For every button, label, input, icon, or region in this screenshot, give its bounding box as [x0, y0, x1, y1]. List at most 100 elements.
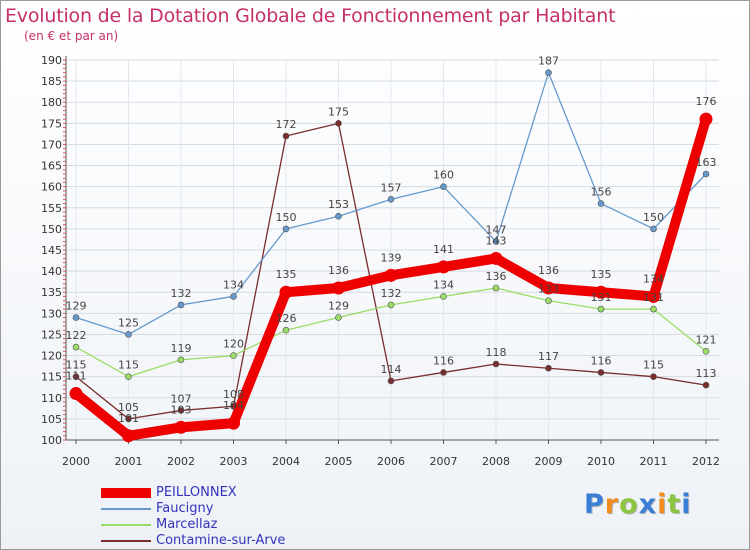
legend-swatch [101, 540, 151, 542]
legend-swatch [101, 488, 151, 498]
data-point [702, 348, 710, 355]
data-point [384, 268, 398, 282]
data-label: 115 [643, 359, 664, 372]
data-point [387, 196, 395, 203]
data-label: 126 [276, 312, 297, 325]
data-label: 131 [643, 291, 664, 304]
data-point [545, 364, 552, 372]
data-point [72, 373, 80, 380]
data-label: 139 [381, 251, 402, 264]
data-label: 176 [696, 95, 717, 108]
data-label: 163 [696, 156, 717, 169]
data-label: 153 [328, 198, 349, 211]
data-point [125, 415, 132, 423]
series-contamine-sur-arve [72, 120, 710, 423]
data-label: 108 [223, 388, 244, 401]
y-tick-label: 100 [41, 434, 62, 447]
data-label: 150 [643, 211, 664, 224]
data-point [69, 387, 83, 401]
chart-title: Evolution de la Dotation Globale de Fonc… [5, 5, 616, 27]
legend-label: Faucigny [156, 501, 214, 516]
data-label: 125 [118, 316, 139, 329]
data-point [594, 285, 608, 299]
data-label: 101 [118, 412, 139, 425]
x-tick-label: 2009 [535, 455, 563, 468]
data-label: 136 [328, 264, 349, 277]
y-tick-label: 130 [41, 307, 62, 320]
data-point [542, 281, 555, 295]
data-label: 114 [381, 363, 402, 376]
series-marcellaz [72, 284, 710, 380]
y-tick-label: 175 [41, 117, 62, 130]
x-tick-label: 2008 [482, 455, 510, 468]
y-tick-label: 140 [41, 265, 62, 278]
data-label: 157 [381, 181, 402, 194]
data-label: 107 [171, 392, 192, 405]
data-label: 116 [433, 354, 454, 367]
legend-swatch [101, 524, 151, 526]
data-point [125, 331, 132, 338]
data-point [492, 360, 500, 368]
data-point [279, 285, 293, 299]
data-label: 132 [381, 287, 402, 300]
data-label: 103 [171, 403, 192, 416]
proxiti-logo: Proxiti [584, 489, 692, 520]
x-tick-label: 2004 [272, 455, 300, 468]
legend-label: Contamine-sur-Arve [156, 533, 286, 548]
legend-label: Marcellaz [156, 517, 218, 532]
data-point [125, 373, 132, 380]
data-point [282, 326, 290, 334]
x-tick-label: 2012 [692, 455, 720, 468]
y-tick-label: 155 [41, 202, 62, 215]
y-tick-label: 180 [41, 96, 62, 109]
x-tick-label: 2002 [167, 455, 195, 468]
data-label: 136 [486, 270, 507, 283]
data-point [650, 373, 657, 380]
data-point [177, 407, 185, 414]
data-point [489, 251, 503, 265]
data-point [492, 238, 500, 245]
data-label: 105 [118, 401, 139, 414]
data-point [597, 305, 605, 313]
logo-letter: i [657, 489, 668, 520]
data-point [647, 289, 660, 303]
data-point [122, 429, 135, 443]
x-tick-label: 2005 [325, 455, 353, 468]
y-tick-label: 165 [41, 160, 62, 173]
data-label: 134 [433, 278, 454, 291]
y-tick-label: 145 [41, 244, 62, 257]
data-point [597, 200, 605, 207]
x-tick-label: 2000 [62, 455, 90, 468]
data-point [440, 293, 447, 300]
data-point [335, 120, 342, 127]
y-tick-label: 125 [41, 328, 62, 341]
data-point [437, 260, 450, 274]
data-label: 129 [66, 300, 87, 313]
data-point [174, 420, 188, 434]
data-label: 136 [538, 264, 559, 277]
data-label: 116 [591, 354, 612, 367]
data-label: 134 [223, 278, 244, 291]
data-label: 160 [433, 169, 454, 182]
y-tick-label: 160 [41, 181, 62, 194]
y-tick-label: 185 [41, 75, 62, 88]
data-point [230, 293, 237, 300]
logo-letter: x [638, 489, 658, 520]
data-label: 156 [591, 186, 612, 199]
data-point [177, 356, 185, 364]
data-label: 150 [276, 211, 297, 224]
data-label: 133 [538, 283, 559, 296]
logo-letter: r [604, 489, 620, 520]
data-label: 143 [486, 234, 507, 247]
data-point [335, 314, 342, 321]
data-label: 104 [223, 399, 244, 412]
series-peillonnex [69, 112, 713, 443]
logo-letter: P [584, 489, 605, 520]
data-point [702, 381, 710, 389]
y-tick-label: 105 [41, 413, 62, 426]
data-point [282, 225, 290, 233]
x-tick-label: 2007 [430, 455, 458, 468]
data-point [492, 284, 500, 292]
